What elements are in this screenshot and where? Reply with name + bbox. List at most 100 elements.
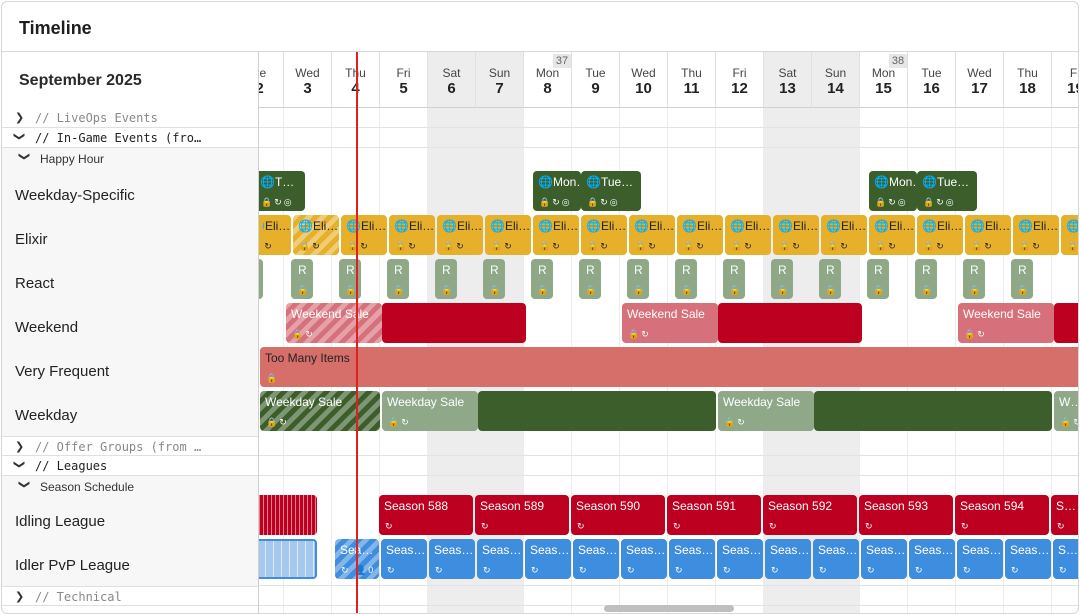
event-react[interactable]: R 🔒 (483, 259, 505, 299)
event-elixir[interactable]: 🌐Eli… 🔒↻ (389, 215, 435, 255)
row-offer-groups[interactable]: ❯ // Offer Groups (from … (2, 436, 258, 456)
event-status-icons: 🔒↻ (875, 241, 898, 251)
event-season[interactable]: Season 588 ↻ (379, 495, 473, 535)
event-elixir[interactable]: 🌐Eli… 🔒↻ (437, 215, 483, 255)
event-pvp-season[interactable]: Seas… ↻ (813, 539, 859, 579)
event-weekend-sale[interactable]: Weekend Sale 🔒↻ (286, 303, 382, 343)
event-weekday-sale[interactable]: Weekday Sale 🔒↻ (718, 391, 814, 431)
event-weekend-sale[interactable] (1054, 303, 1078, 343)
event-elixir[interactable]: 🌐E… 🔒↻ (1061, 215, 1078, 255)
event-weekday-sale[interactable]: W… 🔒↻ (1054, 391, 1078, 431)
event-pvp-season[interactable]: Seas… ↻ (573, 539, 619, 579)
event-pvp-season[interactable]: Seas… ↻ (909, 539, 955, 579)
event-pvp-season[interactable]: Seas… ↻ (477, 539, 523, 579)
row-happy-hour[interactable]: ❯ Happy Hour (2, 148, 258, 168)
event-pvp-season[interactable]: Seas… ↻ (621, 539, 667, 579)
event-pvp-season[interactable]: Seas… ↻ (861, 539, 907, 579)
event-elixir[interactable]: 🌐Eli… 🔒↻ (629, 215, 675, 255)
event-status-icons: 🔒↻ (443, 241, 466, 251)
horizontal-scrollbar[interactable] (604, 605, 734, 612)
event-weekday-specific[interactable]: 🌐Tue… 🔒↻◎ (917, 171, 977, 211)
event-elixir[interactable]: 🌐Eli… 🔒↻ (341, 215, 387, 255)
event-pvp-season[interactable]: Seas… ↻ (525, 539, 571, 579)
event-weekday-specific[interactable]: 🌐Mon… 🔒↻◎ (533, 171, 581, 211)
row-liveops-events[interactable]: ❯ // LiveOps Events (2, 108, 258, 128)
event-elixir[interactable]: 🌐Eli… 🔒↻ (917, 215, 963, 255)
event-weekday-specific[interactable]: 🌐T… 🔒↻◎ (259, 171, 305, 211)
event-pvp-season[interactable]: Seas… ↻ (957, 539, 1003, 579)
event-react[interactable]: R 🔒 (387, 259, 409, 299)
event-weekend-sale[interactable] (718, 303, 862, 343)
chevron-right-icon[interactable]: ❯ (15, 441, 25, 453)
event-season[interactable]: S… ↻ (1051, 495, 1078, 535)
event-react[interactable]: R 🔒 (915, 259, 937, 299)
event-season[interactable]: Season 591 ↻ (667, 495, 761, 535)
event-react[interactable]: R 🔒 (1011, 259, 1033, 299)
event-elixir[interactable]: 🌐Eli… 🔒↻ (869, 215, 915, 255)
event-pvp-season[interactable]: Seas… ↻ (765, 539, 811, 579)
timeline-grid[interactable]: ue2Wed3Thu4Fri5Sat6Sun7Mon837Tue9Wed10Th… (259, 52, 1078, 613)
event-elixir[interactable]: 🌐Eli… 🔒↻ (293, 215, 339, 255)
event-react[interactable]: R 🔒 (531, 259, 553, 299)
event-status-icons: ↻ (387, 565, 397, 575)
chevron-down-icon[interactable]: ❯ (18, 479, 31, 490)
row-season-schedule[interactable]: ❯ Season Schedule (2, 476, 258, 496)
event-season[interactable]: Season 592 ↻ (763, 495, 857, 535)
row-label-weekday: Weekday (15, 407, 78, 424)
event-weekday-specific[interactable]: 🌐Tue… 🔒↻◎ (581, 171, 641, 211)
event-pvp-season[interactable]: Seas… ↻ (381, 539, 427, 579)
event-react[interactable]: R 🔒 (771, 259, 793, 299)
event-react[interactable] (259, 259, 263, 299)
event-season[interactable]: Season 589 ↻ (475, 495, 569, 535)
event-weekday-sale[interactable] (478, 391, 716, 431)
event-idling-league-past[interactable] (259, 495, 317, 535)
event-weekday-sale[interactable] (814, 391, 1052, 431)
event-elixir[interactable]: 🌐Eli… 🔒↻ (821, 215, 867, 255)
event-react[interactable]: R 🔒 (675, 259, 697, 299)
event-elixir[interactable]: 🌐Eli… 🔒↻ (259, 215, 291, 255)
event-too-many-items[interactable]: Too Many Items 🔒 (260, 347, 1078, 387)
event-elixir[interactable]: 🌐Eli… 🔒↻ (581, 215, 627, 255)
event-season[interactable]: Season 594 ↻ (955, 495, 1049, 535)
day-name: Sun (488, 66, 511, 80)
event-react[interactable]: R 🔒 (579, 259, 601, 299)
event-react[interactable]: R 🔒 (723, 259, 745, 299)
event-weekend-sale[interactable] (382, 303, 526, 343)
event-weekend-sale[interactable]: Weekend Sale 🔒↻ (622, 303, 718, 343)
event-pvp-season[interactable]: Seas… ↻ (1005, 539, 1051, 579)
event-react[interactable]: R 🔒 (435, 259, 457, 299)
chevron-down-icon[interactable]: ❯ (18, 151, 31, 162)
event-elixir[interactable]: 🌐Eli… 🔒↻ (725, 215, 771, 255)
event-react[interactable]: R 🔒 (291, 259, 313, 299)
row-technical[interactable]: ❯ // Technical (2, 586, 258, 606)
event-pvp-season[interactable]: S… ↻ (1053, 539, 1078, 579)
row-ingame-events[interactable]: ❯ // In-Game Events (fro… (2, 128, 258, 148)
event-elixir[interactable]: 🌐Eli… 🔒↻ (677, 215, 723, 255)
event-weekday-sale[interactable]: Weekday Sale 🔒↻ (260, 391, 380, 431)
event-react[interactable]: R 🔒 (819, 259, 841, 299)
event-weekend-sale[interactable]: Weekend Sale 🔒↻ (958, 303, 1054, 343)
chevron-down-icon[interactable]: ❯ (13, 131, 26, 142)
chevron-right-icon[interactable]: ❯ (15, 112, 25, 124)
event-react[interactable]: R 🔒 (867, 259, 889, 299)
event-elixir[interactable]: 🌐Eli… 🔒↻ (1013, 215, 1059, 255)
event-elixir[interactable]: 🌐Eli… 🔒↻ (533, 215, 579, 255)
chevron-down-icon[interactable]: ❯ (13, 459, 26, 470)
event-elixir[interactable]: 🌐Eli… 🔒↻ (773, 215, 819, 255)
event-react[interactable]: R 🔒 (963, 259, 985, 299)
event-pvp-season[interactable]: Seas… ↻ (717, 539, 763, 579)
event-weekday-specific[interactable]: 🌐Mon… 🔒↻◎ (869, 171, 917, 211)
event-season[interactable]: Season 593 ↻ (859, 495, 953, 535)
event-season[interactable]: Season 590 ↻ (571, 495, 665, 535)
event-react[interactable]: R 🔒 (339, 259, 361, 299)
event-elixir[interactable]: 🌐Eli… 🔒↻ (485, 215, 531, 255)
event-pvp-past[interactable] (259, 539, 317, 579)
event-react[interactable]: R 🔒 (627, 259, 649, 299)
event-elixir[interactable] (259, 215, 263, 255)
event-pvp-season[interactable]: Seas… ↻ (429, 539, 475, 579)
row-leagues[interactable]: ❯ // Leagues (2, 456, 258, 476)
chevron-right-icon[interactable]: ❯ (15, 591, 25, 603)
event-elixir[interactable]: 🌐Eli… 🔒↻ (965, 215, 1011, 255)
event-weekday-sale[interactable]: Weekday Sale 🔒↻ (382, 391, 478, 431)
event-pvp-season[interactable]: Seas… ↻ (669, 539, 715, 579)
